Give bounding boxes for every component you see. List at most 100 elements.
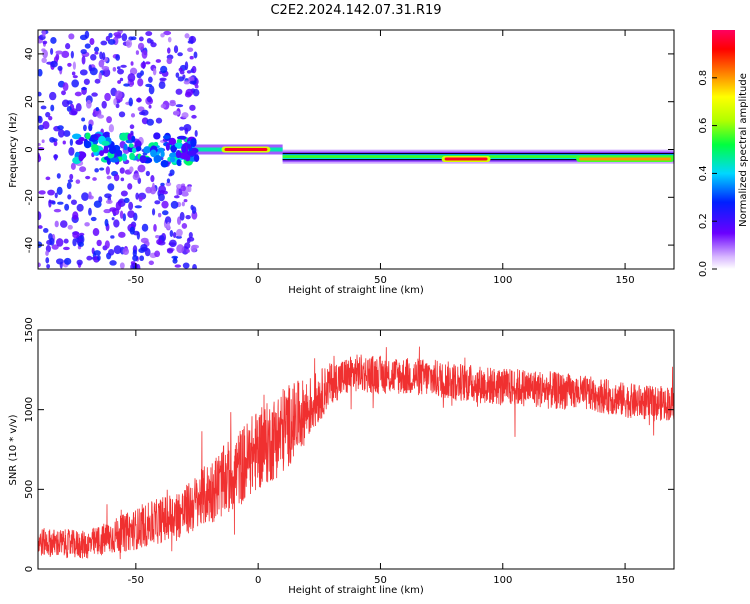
- spectrogram-scatter-blob: [84, 222, 90, 227]
- spectrogram-scatter-blob: [38, 190, 46, 195]
- spectrogram-scatter-blob: [132, 249, 137, 257]
- spectrogram-cluster-blob: [170, 144, 177, 153]
- colorbar-tick-label: 0.2: [698, 213, 709, 229]
- spectrogram-scatter-blob: [176, 187, 180, 196]
- spectrogram-scatter-blob: [134, 205, 142, 209]
- spectrogram-scatter-blob: [66, 105, 72, 112]
- spectrogram-scatter-blob: [45, 250, 49, 256]
- spectrogram-scatter-blob: [155, 59, 162, 63]
- spectrogram-scatter-blob: [88, 64, 92, 72]
- spectrogram-scatter-blob: [151, 182, 155, 192]
- spectrogram-scatter-blob: [47, 189, 55, 196]
- spectrogram-scatter-blob: [112, 67, 117, 72]
- spectrogram-scatter-blob: [40, 105, 47, 110]
- spectrogram-cluster-blob: [134, 140, 142, 149]
- spectrogram-scatter-blob: [97, 114, 105, 119]
- colorbar-label: Normalized spectral amplitude: [738, 73, 749, 227]
- spectrogram-scatter-blob: [131, 36, 137, 41]
- spectrogram-scatter-blob: [128, 201, 134, 211]
- spectrogram-scatter-blob: [115, 103, 120, 109]
- spectrogram-cluster-blob: [119, 132, 128, 141]
- spectrogram-scatter-blob: [145, 83, 153, 88]
- spectrogram-scatter-blob: [96, 239, 102, 247]
- spectrogram-scatter-blob: [78, 232, 85, 236]
- spectrogram-scatter-blob: [191, 65, 197, 74]
- snr-x-tick-label: -50: [128, 575, 144, 586]
- spectrogram-scatter-blob: [62, 140, 66, 145]
- snr-x-tick-label: 50: [374, 575, 387, 586]
- spectrogram-cluster-blob: [90, 134, 98, 139]
- spectrogram-cluster-blob: [83, 140, 92, 149]
- spectrogram-cluster-blob: [139, 155, 147, 164]
- spectrogram-scatter-blob: [137, 42, 145, 51]
- spectrogram-scatter-blob: [122, 247, 129, 256]
- spectrogram-scatter-blob: [41, 57, 47, 63]
- spectrogram-scatter-blob: [120, 190, 128, 197]
- spectrogram-scatter-blob: [132, 254, 139, 262]
- spectrogram-scatter-blob: [56, 173, 61, 179]
- spectrogram-scatter-blob: [95, 106, 100, 112]
- spectrogram-scatter-blob: [136, 97, 142, 103]
- spectrogram-scatter-blob: [117, 80, 122, 84]
- spectrogram-scatter-blob: [140, 243, 148, 251]
- spectrogram-cluster-blob: [174, 142, 182, 148]
- spectrogram-scatter-blob: [45, 111, 51, 118]
- spectrogram-scatter-blob: [148, 76, 153, 83]
- spectrogram-scatter-blob: [43, 227, 49, 233]
- spectrogram-scatter-blob: [179, 126, 185, 131]
- spectrogram-scatter-blob: [153, 223, 157, 232]
- spectrogram-scatter-blob: [38, 68, 43, 77]
- spectrogram-cluster-blob: [187, 150, 197, 156]
- spectrogram-scatter-blob: [138, 36, 144, 42]
- spectrogram-scatter-blob: [163, 30, 172, 36]
- spectrogram-scatter-blob: [140, 61, 146, 69]
- spectrogram-scatter-blob: [167, 47, 171, 54]
- spectrogram-scatter-blob: [174, 264, 182, 268]
- spectrogram-scatter-blob: [119, 262, 125, 269]
- spectrogram-scatter-blob: [123, 83, 130, 87]
- spectrogram-cluster-blob: [169, 156, 176, 163]
- spectrogram-scatter-blob: [56, 258, 64, 265]
- spectrogram-scatter-blob: [92, 228, 100, 237]
- spectrogram-scatter-blob: [69, 173, 74, 180]
- spectrogram-scatter-blob: [129, 226, 135, 235]
- spectrogram-scatter-blob: [38, 211, 42, 221]
- spectrogram-scatter-blob: [85, 99, 92, 109]
- spectrogram-scatter-blob: [38, 142, 41, 147]
- spectrogram-cluster-blob: [168, 137, 177, 145]
- spectrogram-scatter-blob: [158, 193, 165, 202]
- spectrogram-scatter-blob: [84, 30, 90, 39]
- spectrogram-scatter-blob: [93, 250, 101, 256]
- spectrogram-cluster-blob: [129, 152, 135, 161]
- spectrogram-scatter-blob: [189, 104, 196, 111]
- spectrogram-scatter-blob: [107, 183, 115, 191]
- spectrogram-scatter-blob: [175, 88, 183, 95]
- spectrogram-scatter-blob: [102, 68, 111, 77]
- snr-y-tick-label: 500: [24, 480, 35, 499]
- spectrogram-scatter-blob: [72, 231, 80, 239]
- spectrogram-cluster-blob: [176, 135, 187, 140]
- spectrogram-scatter-blob: [184, 127, 189, 135]
- spectrogram-scatter-blob: [157, 212, 162, 218]
- spectrogram-scatter-blob: [45, 257, 50, 264]
- spectrogram-scatter-blob: [85, 175, 91, 180]
- snr-frame: [37, 329, 675, 570]
- spectrogram-scatter-blob: [65, 43, 71, 50]
- spectrogram-scatter-blob: [53, 208, 62, 213]
- spectrogram-scatter-blob: [93, 200, 102, 208]
- spectrogram-x-ticks: -50 0 50 100 150: [128, 30, 635, 286]
- spectrogram-scatter-blob: [136, 72, 142, 79]
- spectrogram-scatter-blob: [98, 59, 105, 68]
- spectrogram-scatter-blob: [109, 207, 117, 212]
- colorbar: 0.0 0.2 0.4 0.6 0.8 Normalized spectral ampl…: [698, 30, 749, 277]
- spectrogram-scatter-blob: [63, 238, 69, 244]
- spectrogram-cluster-blob: [99, 150, 105, 157]
- spectrogram-scatter-blob: [141, 49, 148, 59]
- snr-x-ticks: -50 0 50 100 150: [128, 330, 635, 586]
- spectrogram-scatter-blob: [98, 72, 102, 80]
- spectrogram-scatter-blob: [60, 220, 68, 228]
- spectrogram-scatter-blob: [74, 91, 82, 97]
- spectrogram-scatter-blob: [179, 211, 185, 221]
- spectrogram-scatter-blob: [186, 249, 190, 253]
